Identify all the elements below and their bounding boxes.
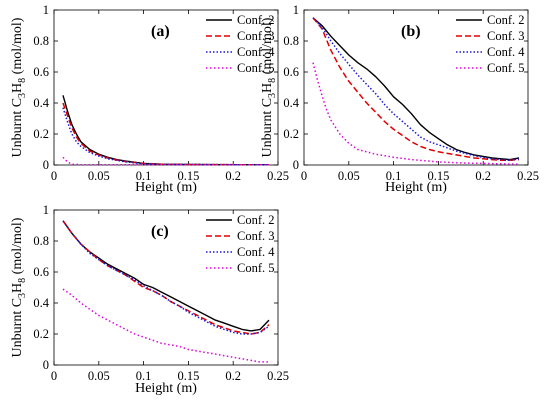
- y-tick-label: 0.8: [33, 34, 49, 48]
- x-tick-label: 0.1: [386, 169, 402, 183]
- x-tick-label: 0.15: [427, 169, 449, 183]
- x-tick-label: 0: [51, 369, 57, 383]
- chart-panel-3: 0 0.05 0.1 0.15 0.2 0.25 0 0.2 0.4 0.6 0.8 1 Height …: [10, 203, 289, 396]
- legend-label: Conf. 3: [237, 29, 275, 43]
- legend-label: Conf. 5: [237, 61, 275, 75]
- x-tick-label: 0.25: [517, 169, 539, 183]
- plot-frame: [53, 9, 279, 166]
- y-tick-label: 0.6: [33, 65, 49, 79]
- y-tick-label: 0.4: [33, 296, 49, 310]
- series-line-3: [62, 220, 270, 335]
- y-tick-label: 0: [293, 158, 299, 172]
- legend-label: Conf. 4: [237, 45, 275, 59]
- legend-label: Conf. 4: [487, 45, 525, 59]
- x-tick-label: 0.25: [267, 369, 289, 383]
- panel-label: (a): [151, 23, 170, 40]
- y-tick-label: 0.6: [33, 265, 49, 279]
- series-line-4: [62, 288, 269, 363]
- x-axis-label: Height (m): [135, 381, 197, 396]
- y-axis-label: Unburnt C3H8 (mol/mol): [260, 17, 278, 157]
- series-line-3: [312, 17, 520, 162]
- y-tick-label: 0.8: [33, 234, 49, 248]
- y-tick-label: 0: [43, 158, 49, 172]
- x-axis-label: Height (m): [385, 180, 447, 195]
- series-line-1: [62, 220, 270, 332]
- legend-label: Conf. 3: [237, 229, 275, 243]
- y-tick-label: 1: [293, 3, 299, 17]
- y-tick-label: 1: [43, 203, 49, 217]
- y-tick-label: 0.2: [33, 127, 49, 141]
- x-tick-label: 0.05: [338, 169, 360, 183]
- x-tick-label: 0.1: [136, 369, 152, 383]
- y-tick-label: 0.4: [33, 96, 49, 110]
- panel-label: (c): [151, 223, 169, 240]
- legend-label: Conf. 5: [237, 261, 275, 275]
- series-line-1: [62, 95, 269, 166]
- legend-label: Conf. 2: [237, 213, 275, 227]
- y-tick-label: 0.2: [33, 327, 49, 341]
- y-tick-label: 0.8: [283, 34, 299, 48]
- x-tick-label: 0.25: [267, 169, 289, 183]
- x-tick-label: 0.15: [177, 169, 199, 183]
- series-line-3: [62, 107, 269, 166]
- series-line-4: [62, 156, 269, 166]
- chart-panel-2: 0 0.05 0.1 0.15 0.2 0.25 0 0.2 0.4 0.6 0.8 1 Height …: [260, 3, 539, 195]
- y-tick-label: 0.2: [283, 127, 299, 141]
- y-tick-label: 0: [43, 358, 49, 372]
- x-tick-label: 0: [301, 169, 307, 183]
- y-axis-label: Unburnt C3H8 (mol/mol): [10, 17, 28, 157]
- y-axis-label: Unburnt C3H8 (mol/mol): [10, 217, 28, 357]
- x-tick-label: 0.1: [136, 169, 152, 183]
- legend-label: Conf. 5: [487, 61, 525, 75]
- series-line-1: [312, 17, 520, 161]
- series-line-2: [312, 17, 520, 162]
- x-tick-label: 0.2: [225, 169, 241, 183]
- x-tick-label: 0: [51, 169, 57, 183]
- chart-panel-1: 0 0.05 0.1 0.15 0.2 0.25 0 0.2 0.4 0.6 0.8 1 Height …: [10, 3, 289, 195]
- y-tick-label: 1: [43, 3, 49, 17]
- x-tick-label: 0.05: [88, 169, 110, 183]
- x-tick-label: 0.05: [88, 369, 110, 383]
- series-line-2: [62, 102, 269, 166]
- x-tick-label: 0.2: [225, 369, 241, 383]
- x-tick-label: 0.2: [475, 169, 491, 183]
- legend-label: Conf. 3: [487, 29, 525, 43]
- plot-frame: [303, 9, 529, 166]
- legend-label: Conf. 2: [237, 13, 275, 27]
- series-line-4: [312, 62, 520, 165]
- legend-label: Conf. 4: [237, 245, 275, 259]
- panel-label: (b): [401, 23, 421, 40]
- legend-label: Conf. 2: [487, 13, 525, 27]
- y-tick-label: 0.4: [283, 96, 299, 110]
- y-tick-label: 0.6: [283, 65, 299, 79]
- x-tick-label: 0.15: [177, 369, 199, 383]
- plot-frame: [53, 209, 279, 366]
- x-axis-label: Height (m): [135, 180, 197, 195]
